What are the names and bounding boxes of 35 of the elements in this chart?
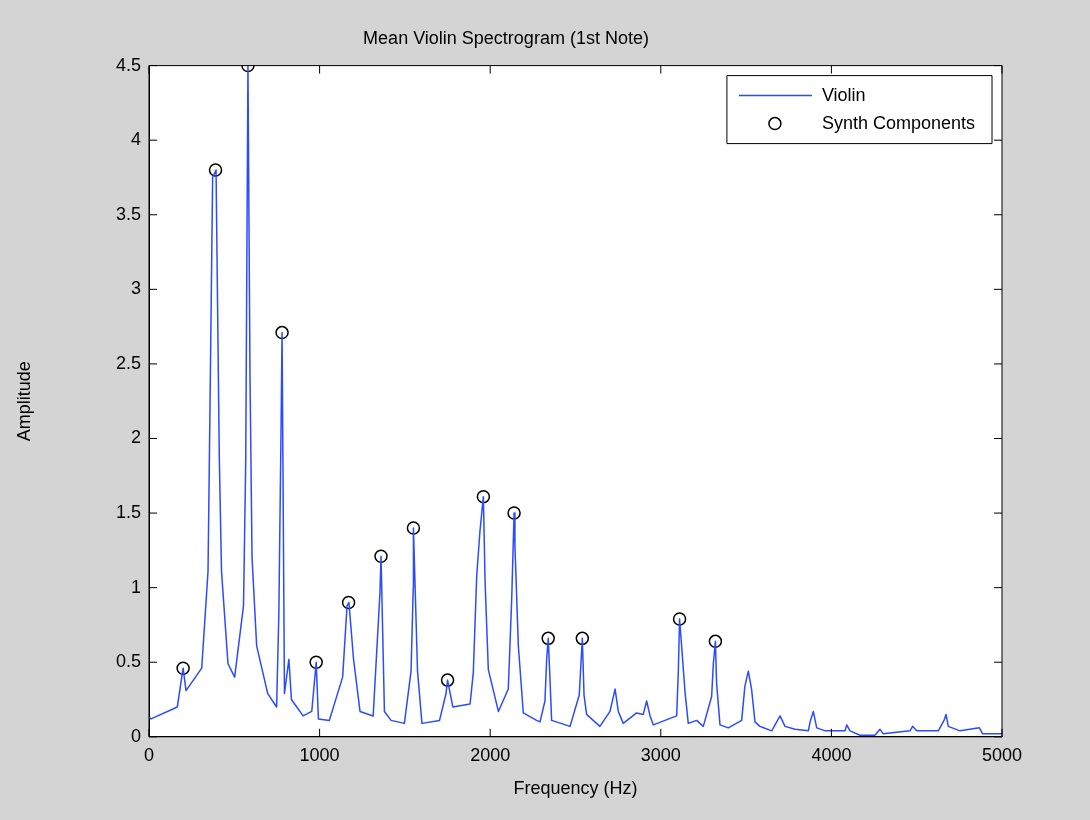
point [476, 489, 491, 504]
x-axis-title: Frequency (Hz) [513, 778, 638, 799]
x-tick-label: 1000 [299, 744, 340, 765]
y-tick-label: 3 [130, 278, 141, 299]
x-tick-label: 3000 [640, 744, 681, 765]
y-tick-label: 4 [130, 129, 141, 150]
legend-label: Violin [821, 84, 866, 105]
point [341, 595, 356, 610]
point [672, 612, 687, 626]
point [507, 506, 521, 520]
y-tick-label: 1 [130, 576, 141, 597]
chart-title: Mean Violin Spectrogram (1st Note) [363, 27, 649, 48]
y-tick-label: 2 [130, 427, 141, 448]
x-tick-label: 4000 [811, 744, 852, 765]
y-tick-label: 2.5 [115, 352, 141, 373]
x-tick-label: 2000 [470, 744, 511, 765]
point [440, 673, 455, 687]
point [708, 634, 723, 649]
y-tick-label: 3.5 [115, 203, 141, 224]
point [176, 661, 190, 675]
y-tick-label: 4.5 [115, 54, 141, 75]
point [374, 549, 388, 564]
y-tick-label: 0.5 [115, 651, 141, 672]
legend-label: Synth Components [821, 112, 976, 133]
point [541, 631, 555, 646]
y-tick-label: 1.5 [115, 502, 141, 523]
point [309, 655, 323, 669]
x-tick-label: 0 [143, 744, 155, 765]
point [275, 325, 289, 340]
x-tick-label: 5000 [981, 744, 1023, 765]
point [208, 163, 223, 177]
point [406, 521, 421, 535]
point [575, 631, 590, 646]
y-axis-title: Amplitude [13, 361, 34, 442]
y-tick-label: 0 [130, 725, 141, 746]
